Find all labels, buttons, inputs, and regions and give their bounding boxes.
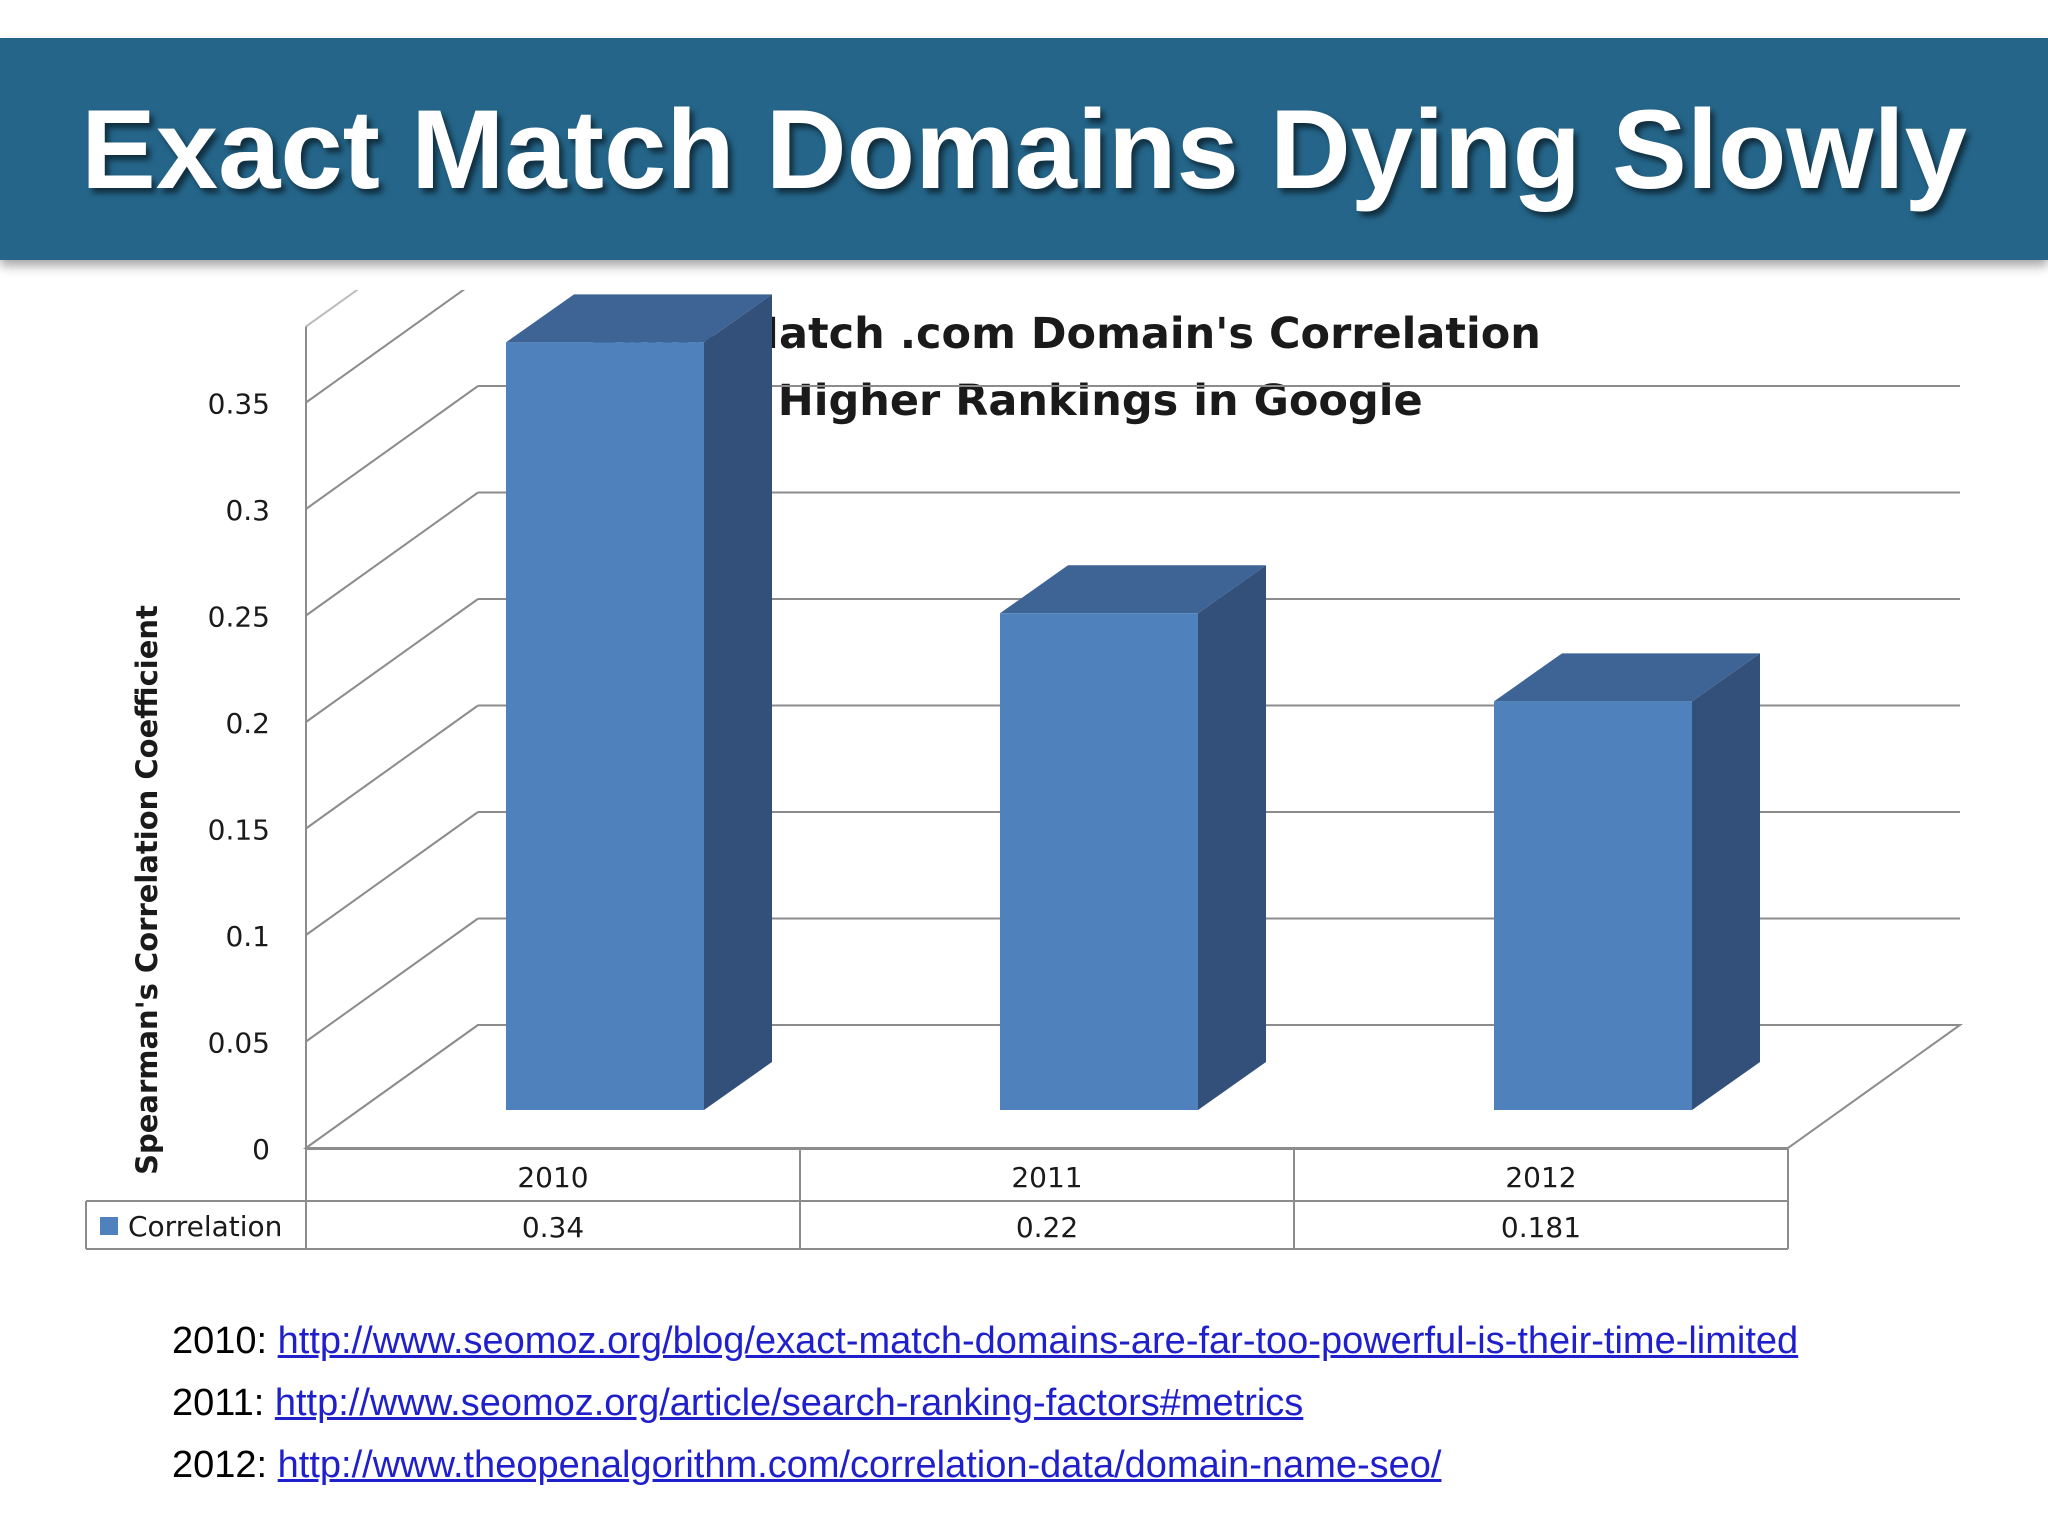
x-tick-label: 2011 [1011, 1161, 1082, 1194]
legend-swatch [100, 1217, 118, 1235]
sources-list: 2010: http://www.seomoz.org/blog/exact-m… [172, 1310, 1972, 1496]
data-label: 0.22 [1016, 1211, 1078, 1244]
bar [1000, 613, 1198, 1110]
y-tick-label: 0.05 [208, 1027, 270, 1060]
side-gridline [305, 290, 466, 404]
y-tick-label: 0.35 [208, 388, 270, 421]
source-prefix: 2010: [172, 1320, 268, 1362]
source-link[interactable]: http://www.seomoz.org/blog/exact-match-d… [277, 1320, 1799, 1362]
data-label: 0.181 [1501, 1211, 1581, 1244]
y-tick-label: 0.25 [208, 601, 270, 634]
source-link[interactable]: http://www.seomoz.org/article/search-ran… [274, 1382, 1304, 1424]
data-label: 0.34 [522, 1211, 584, 1244]
side-wall-top-edge [305, 290, 359, 328]
bar-side [1198, 565, 1266, 1110]
bar-top [1000, 565, 1266, 614]
source-prefix: 2012: [172, 1444, 268, 1486]
side-gridline [305, 491, 479, 617]
bar [1494, 701, 1692, 1110]
y-tick-label: 0 [252, 1133, 270, 1166]
source-line: 2010: http://www.seomoz.org/blog/exact-m… [172, 1310, 1972, 1372]
side-gridline [305, 917, 479, 1043]
bar-top [506, 294, 772, 343]
y-tick-label: 0.15 [208, 814, 270, 847]
slide-title: Exact Match Domains Dying Slowly [81, 86, 1967, 212]
bar-chart: Exact Match .com Domain's Correlation w/… [85, 290, 1964, 1250]
y-tick-label: 0.3 [225, 494, 270, 527]
title-banner: Exact Match Domains Dying Slowly [0, 38, 2048, 260]
side-gridline [305, 704, 479, 830]
source-line: 2011: http://www.seomoz.org/article/sear… [172, 1372, 1972, 1434]
bar-side [1692, 653, 1760, 1110]
x-tick-label: 2010 [517, 1161, 588, 1194]
y-tick-label: 0.1 [225, 920, 270, 953]
legend-label: Correlation [128, 1210, 282, 1243]
chart-title-line2: w/ Higher Rankings in Google [707, 376, 1422, 426]
side-gridline [305, 385, 479, 510]
chart-container: Exact Match .com Domain's Correlation w/… [0, 290, 2048, 1280]
y-tick-label: 0.2 [225, 707, 270, 740]
bar [506, 342, 704, 1110]
bar-side [704, 294, 772, 1110]
source-prefix: 2011: [172, 1382, 265, 1424]
source-link[interactable]: http://www.theopenalgorithm.com/correlat… [277, 1444, 1442, 1486]
side-gridline [305, 598, 479, 723]
side-gridline [305, 811, 479, 936]
x-tick-label: 2012 [1505, 1161, 1576, 1194]
bar-top [1494, 653, 1760, 702]
y-axis-label: Spearman's Correlation Coefficient [130, 605, 164, 1175]
source-line: 2012: http://www.theopenalgorithm.com/co… [172, 1434, 1972, 1496]
